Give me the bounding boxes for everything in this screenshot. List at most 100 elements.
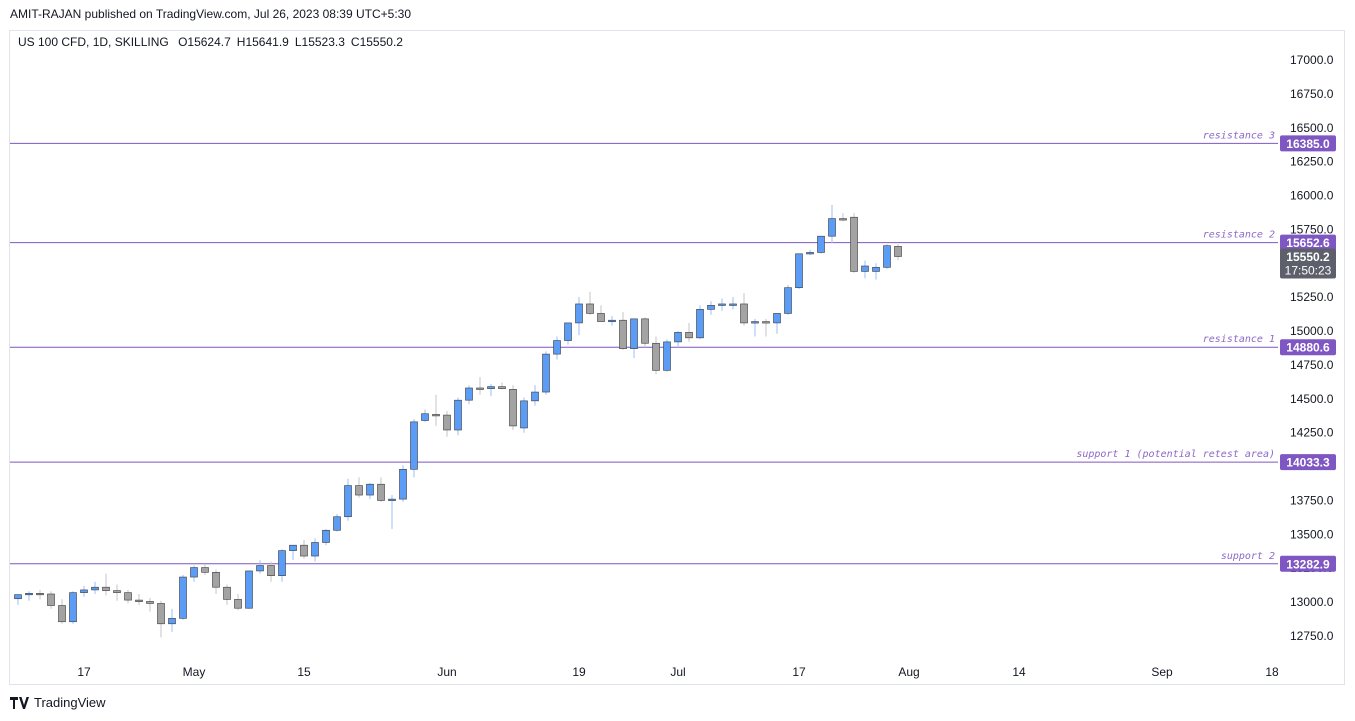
candle-body [531,391,539,402]
x-tick-label: May [183,665,206,679]
level-price-value: 16385.0 [1286,137,1330,151]
candle-body [311,542,319,557]
y-tick-label: 15000.0 [1290,324,1334,338]
candle-body [410,421,418,470]
candle-body [47,593,55,606]
candle-body [586,303,594,314]
candle-body [399,468,407,500]
candle-body [201,567,209,573]
y-tick-label: 12750.0 [1290,629,1334,643]
candle-body [223,586,231,600]
x-tick-label: Aug [898,665,919,679]
level-label: support 1 (potential retest area) [1076,449,1275,460]
close-value: C15550.2 [350,35,403,49]
level-label: resistance 3 [1203,130,1275,141]
y-tick-label: 16250.0 [1290,155,1334,169]
x-tick-label: 18 [1265,665,1279,679]
candle-body [278,550,286,576]
candle-body [828,218,836,237]
candle-body [696,309,704,339]
candle-body [773,313,781,324]
level-price-tag [1280,339,1336,356]
candle-body [355,485,363,496]
candle-body [630,318,638,349]
candle-body [619,319,627,349]
candle-body [597,313,605,322]
high-value: H15641.9 [236,35,289,49]
candle-body [289,544,297,551]
candle-body [234,599,242,609]
candle-body [465,387,473,401]
open-value: O15624.7 [178,35,231,49]
candle-body [674,332,682,343]
last-price-tag [1280,248,1336,279]
candle-body [487,386,495,389]
candle-body [685,332,693,339]
level-price-tag [1280,555,1336,572]
publisher-line: AMIT-RAJAN published on TradingView.com,… [10,7,411,21]
candle-body [91,586,99,591]
candle-body [553,340,561,355]
y-tick-label: 14500.0 [1290,392,1334,406]
level-price-tag [1280,234,1336,251]
y-tick-label: 16750.0 [1290,87,1334,101]
level-price-tag [1280,135,1336,152]
candle-body [509,389,517,427]
candle-body [718,303,726,306]
y-tick-label: 16000.0 [1290,189,1334,203]
candle-body [432,414,440,417]
level-price-value: 14033.3 [1286,456,1330,470]
y-tick-label: 15750.0 [1290,222,1334,236]
x-tick-label: 19 [572,665,586,679]
candle-body [575,303,583,324]
candle-body [267,565,275,576]
tradingview-logo-icon [10,696,29,709]
candle-body [322,529,330,543]
candle-body [762,321,770,324]
candle-body [25,593,33,596]
candle-body [58,605,66,623]
y-tick-label: 13750.0 [1290,493,1334,507]
candle-body [641,318,649,344]
last-price-value: 15550.2 [1286,250,1330,264]
ohlc-legend: US 100 CFD, 1D, SKILLING O15624.7 H15641.… [18,35,409,49]
candle-body [14,594,22,600]
candle-body [333,516,341,531]
tradingview-brand[interactable]: TradingView [10,695,106,710]
candle-body [729,303,737,306]
candle-body [784,287,792,314]
candle-body [542,353,550,393]
candle-body [795,253,803,288]
candle-body [476,387,484,390]
symbol-label[interactable]: US 100 CFD, 1D, SKILLING [18,35,169,49]
candle-body [850,216,858,272]
candle-body [421,413,429,421]
candle-body [146,601,154,604]
candle-body [751,321,759,324]
candle-body [168,618,176,625]
candle-body [388,498,396,501]
low-value: L15523.3 [294,35,345,49]
x-tick-label: 17 [77,665,91,679]
y-tick-label: 13500.0 [1290,527,1334,541]
candle-body [377,483,385,501]
x-tick-label: Sep [1151,665,1173,679]
y-tick-label: 16500.0 [1290,121,1334,135]
candle-body [190,567,198,578]
x-tick-label: 15 [297,665,311,679]
candle-body [872,267,880,272]
x-tick-label: 14 [1012,665,1026,679]
brand-name: TradingView [34,695,106,710]
y-tick-label: 13000.0 [1290,595,1334,609]
candle-body [80,589,88,593]
candle-body [520,400,528,429]
level-price-tag [1280,454,1336,471]
level-label: resistance 2 [1203,230,1275,241]
candle-body [256,565,264,572]
candle-body [498,386,506,389]
level-price-value: 15652.6 [1286,236,1330,250]
candle-body [113,590,121,593]
candle-body [454,399,462,431]
candle-body [212,572,220,588]
